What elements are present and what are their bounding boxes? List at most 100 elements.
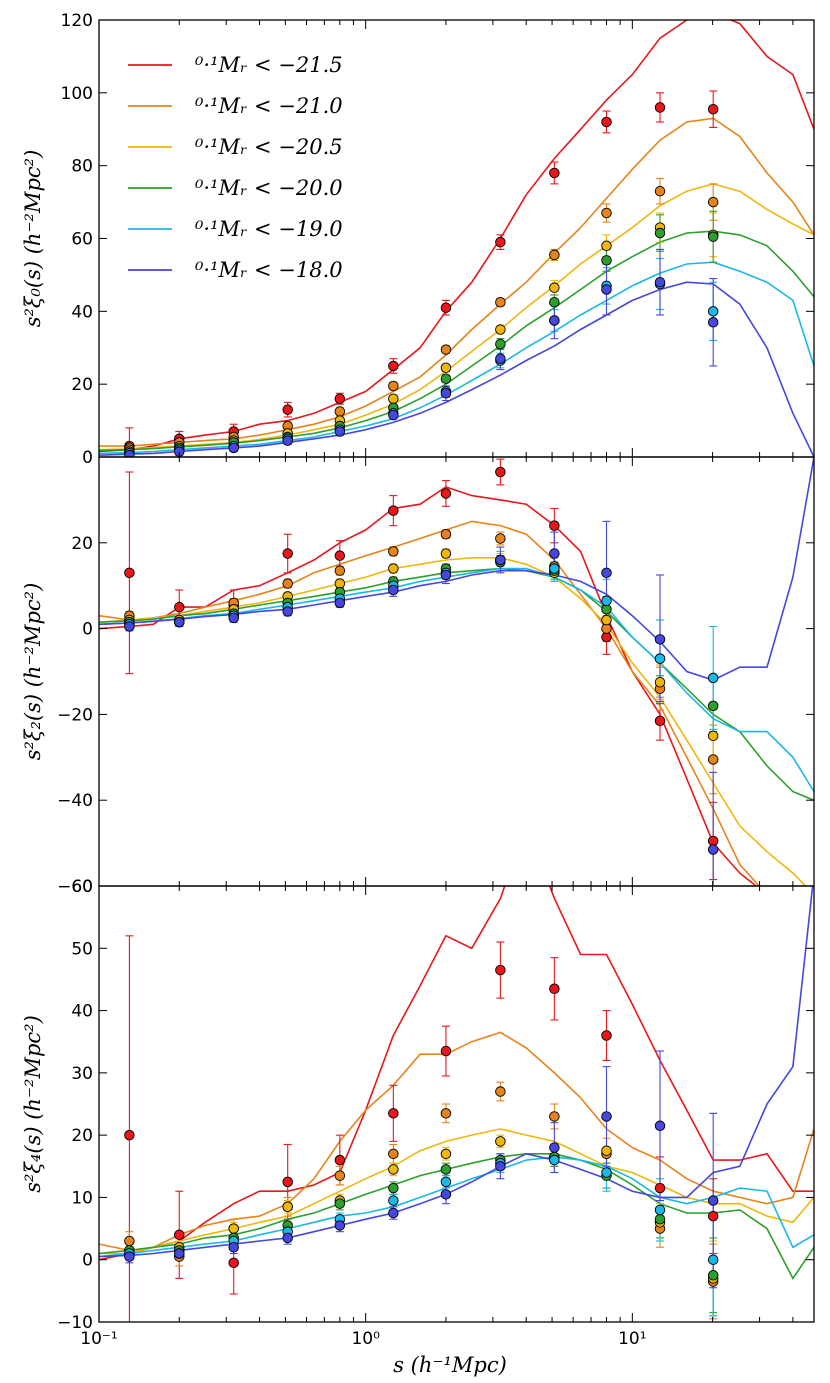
plot-area bbox=[99, 457, 814, 886]
model-line-0 bbox=[99, 886, 814, 1261]
legend-label: ⁰·¹Mᵣ < −21.0 bbox=[194, 94, 343, 118]
data-point bbox=[282, 548, 293, 559]
data-point bbox=[601, 284, 612, 295]
legend-entry: ⁰·¹Mᵣ < −21.5 bbox=[128, 53, 343, 77]
panel-monopole: 0 20 40 60 80 100 120 s²ξ₀(s) (h⁻²Mpc²) bbox=[21, 11, 815, 468]
data-point bbox=[440, 1164, 452, 1175]
model-line-1 bbox=[99, 117, 814, 447]
data-point bbox=[282, 1176, 293, 1188]
model-line-3 bbox=[99, 230, 814, 452]
data-point bbox=[549, 1111, 560, 1122]
y-tick-label: 60 bbox=[71, 230, 93, 250]
y-tick-label: −40 bbox=[57, 791, 93, 811]
data-point bbox=[440, 373, 452, 384]
data-point bbox=[388, 584, 399, 596]
data-point bbox=[601, 1145, 612, 1156]
data-point bbox=[654, 676, 666, 688]
data-point bbox=[495, 236, 506, 248]
data-point bbox=[440, 1108, 452, 1119]
data-point bbox=[654, 1213, 666, 1225]
y-tick-label: 40 bbox=[71, 1002, 93, 1022]
legend-entry: ⁰·¹Mᵣ < −20.0 bbox=[128, 176, 343, 200]
data-point bbox=[174, 1248, 185, 1259]
y-tick-label: 60 bbox=[71, 877, 93, 897]
y-tick-label: 30 bbox=[71, 1064, 93, 1084]
data-point bbox=[549, 249, 560, 261]
data-point bbox=[654, 1120, 666, 1132]
data-point bbox=[440, 362, 452, 374]
legend-label: ⁰·¹Mᵣ < −18.0 bbox=[194, 258, 343, 282]
legend-entry: ⁰·¹Mᵣ < −20.5 bbox=[128, 135, 343, 159]
model-line-1 bbox=[99, 520, 761, 886]
data-point bbox=[388, 1108, 399, 1119]
model-line-4 bbox=[99, 1156, 814, 1258]
data-point bbox=[495, 1161, 506, 1172]
data-point bbox=[388, 546, 399, 557]
data-point bbox=[282, 578, 293, 589]
x-tick-label: 10⁰ bbox=[351, 1329, 380, 1349]
data-point bbox=[334, 550, 346, 561]
data-point bbox=[440, 569, 452, 581]
legend-label: ⁰·¹Mᵣ < −19.0 bbox=[194, 217, 343, 241]
plot-area bbox=[99, 20, 814, 457]
y-tick-label: 20 bbox=[71, 534, 93, 554]
model-line-2 bbox=[99, 556, 807, 886]
y-axis-label-hexadecapole: s²ξ₄(s) (h⁻²Mpc²) bbox=[21, 1015, 45, 1193]
data-point bbox=[654, 1182, 666, 1194]
data-point bbox=[388, 1182, 399, 1194]
y-tick-label: 0 bbox=[82, 1251, 93, 1271]
y-tick-label: 20 bbox=[71, 1126, 93, 1146]
data-point bbox=[495, 324, 506, 335]
panel-hexadecapole: −10 0 10 20 30 40 50 60 s²ξ₄(s) (h⁻²Mpc²) bbox=[21, 877, 815, 1333]
axes-frame bbox=[98, 456, 815, 887]
data-point bbox=[334, 393, 346, 404]
data-point bbox=[601, 1030, 612, 1041]
y-axis-label-monopole: s²ξ₀(s) (h⁻²Mpc²) bbox=[21, 150, 45, 328]
data-point bbox=[707, 844, 719, 855]
data-point bbox=[388, 1164, 399, 1175]
data-point bbox=[707, 231, 719, 242]
data-point bbox=[549, 520, 560, 531]
data-point bbox=[654, 1204, 666, 1216]
data-point bbox=[549, 167, 560, 179]
data-point bbox=[601, 1167, 612, 1178]
data-point bbox=[124, 449, 135, 457]
model-line-5 bbox=[99, 457, 814, 681]
data-point bbox=[549, 1142, 560, 1153]
data-point bbox=[440, 488, 452, 499]
y-tick-label: 120 bbox=[61, 11, 93, 31]
data-point bbox=[228, 1242, 239, 1253]
legend: ⁰·¹Mᵣ < −21.5 ⁰·¹Mᵣ < −21.0 ⁰·¹Mᵣ < −20.5 ⁰… bbox=[128, 53, 343, 282]
data-point bbox=[388, 393, 399, 404]
model-line-4 bbox=[99, 567, 814, 793]
data-point bbox=[334, 1154, 346, 1166]
data-point bbox=[174, 616, 185, 628]
y-tick-label: 20 bbox=[71, 375, 93, 395]
model-line-3 bbox=[99, 567, 814, 801]
data-point bbox=[654, 653, 666, 664]
data-point bbox=[388, 380, 399, 392]
data-point bbox=[440, 1176, 452, 1188]
data-point bbox=[495, 533, 506, 544]
data-point bbox=[334, 426, 346, 437]
data-point bbox=[124, 1235, 135, 1247]
data-point bbox=[228, 612, 239, 624]
data-point bbox=[388, 1207, 399, 1219]
data-point bbox=[601, 255, 612, 266]
data-point bbox=[707, 1270, 719, 1281]
data-point bbox=[228, 1223, 239, 1234]
data-point bbox=[282, 435, 293, 446]
data-point bbox=[495, 338, 506, 350]
panel-quadrupole: −60 −40 −20 0 20 s²ξ₂(s) (h⁻²Mpc²) bbox=[21, 456, 815, 897]
y-tick-label: 0 bbox=[82, 448, 93, 468]
data-point bbox=[334, 1170, 346, 1181]
model-line-5 bbox=[99, 281, 814, 457]
data-point bbox=[601, 614, 612, 626]
data-point bbox=[549, 1154, 560, 1166]
model-line-1 bbox=[99, 1031, 814, 1252]
data-point bbox=[549, 548, 560, 559]
y-tick-label: −60 bbox=[57, 877, 93, 897]
data-point bbox=[334, 597, 346, 609]
